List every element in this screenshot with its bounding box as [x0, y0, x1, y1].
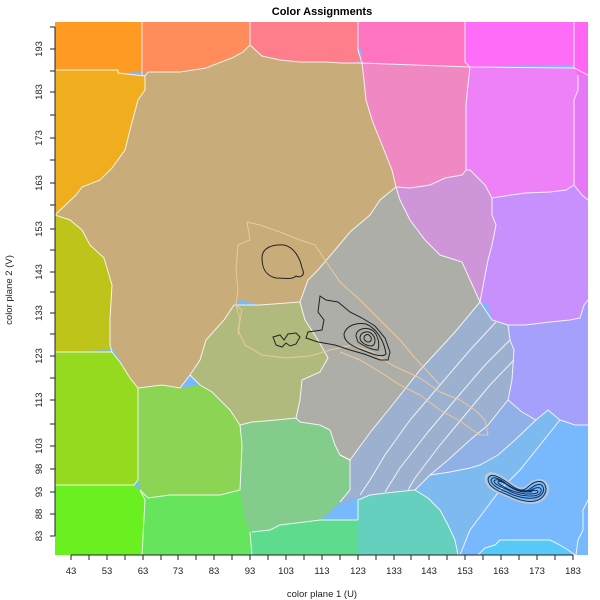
region-olive-yellow: [55, 215, 112, 352]
region-boundaries: [55, 22, 588, 555]
svg-text:53: 53: [102, 566, 113, 577]
svg-text:173: 173: [529, 566, 545, 577]
plot-area: [55, 22, 588, 555]
svg-text:163: 163: [493, 566, 509, 577]
region-tan: [55, 45, 396, 388]
region-magenta: [465, 22, 588, 75]
region-purple-edge: [574, 75, 588, 200]
contour-tan: [261, 244, 304, 279]
region-cyan-strip: [478, 540, 575, 555]
region-violet-pink: [466, 67, 578, 198]
x-tick-labels: 43 53 63 73 83 93 103 113 123 133 143 15…: [66, 566, 581, 577]
svg-text:143: 143: [34, 264, 45, 280]
region-lime: [55, 485, 145, 555]
contour-gray-outer: [305, 295, 391, 361]
svg-text:123: 123: [350, 566, 366, 577]
svg-text:63: 63: [138, 566, 149, 577]
svg-text:123: 123: [34, 348, 45, 364]
svg-text:98: 98: [34, 464, 45, 475]
x-axis-label: color plane 1 (U): [287, 589, 357, 600]
region-lilac: [396, 170, 496, 302]
x-axis: [70, 554, 574, 560]
region-yellow-green: [55, 352, 138, 485]
region-orange: [55, 22, 142, 73]
contour-gray-5: [363, 334, 372, 343]
svg-text:193: 193: [34, 41, 45, 57]
svg-text:173: 173: [34, 130, 45, 146]
svg-text:113: 113: [34, 392, 45, 407]
region-sea-green: [240, 418, 350, 532]
svg-text:153: 153: [457, 566, 473, 577]
region-magenta-edge: [574, 22, 588, 75]
svg-text:133: 133: [34, 305, 45, 321]
contour-gray-2: [343, 323, 387, 357]
svg-text:93: 93: [34, 487, 45, 498]
y-tick-labels: 193 183 173 163 153 143 133 123 113 103 …: [34, 41, 45, 541]
region-amber: [55, 70, 145, 215]
region-green: [140, 490, 252, 555]
svg-text:73: 73: [173, 566, 184, 577]
region-blue: [470, 420, 588, 555]
contour-gray-4: [359, 331, 376, 347]
svg-text:103: 103: [34, 438, 45, 454]
region-mint: [250, 520, 358, 555]
outer-light-contour: [235, 221, 489, 436]
region-sage: [190, 302, 328, 425]
svg-text:103: 103: [278, 566, 294, 577]
region-steel-blue-band: [340, 302, 514, 505]
svg-text:83: 83: [34, 531, 45, 542]
region-orchid-pink: [362, 63, 470, 188]
svg-text:88: 88: [34, 509, 45, 520]
region-pink-red: [250, 22, 362, 63]
region-lavender: [480, 185, 588, 325]
svg-text:113: 113: [314, 566, 329, 577]
y-axis-label: color plane 2 (V): [4, 255, 15, 325]
svg-text:133: 133: [386, 566, 402, 577]
region-salmon: [142, 22, 250, 75]
contour-small: [272, 332, 301, 348]
svg-text:153: 153: [34, 221, 45, 237]
svg-text:183: 183: [34, 84, 45, 100]
region-sky-band: [430, 400, 536, 475]
svg-text:93: 93: [245, 566, 256, 577]
y-axis: [50, 26, 56, 537]
svg-text:43: 43: [66, 566, 77, 577]
chart-title: Color Assignments: [272, 6, 372, 18]
region-periwinkle: [508, 300, 588, 425]
density-contours: [261, 244, 391, 361]
region-hot-pink: [358, 22, 470, 67]
svg-text:183: 183: [565, 566, 581, 577]
svg-text:143: 143: [421, 566, 437, 577]
svg-text:163: 163: [34, 175, 45, 191]
region-gray: [296, 187, 480, 460]
blue-density-contours: [484, 472, 550, 504]
svg-text:83: 83: [209, 566, 220, 577]
region-teal: [358, 490, 458, 555]
region-light-green: [138, 385, 242, 498]
contour-gray-3: [355, 327, 380, 351]
